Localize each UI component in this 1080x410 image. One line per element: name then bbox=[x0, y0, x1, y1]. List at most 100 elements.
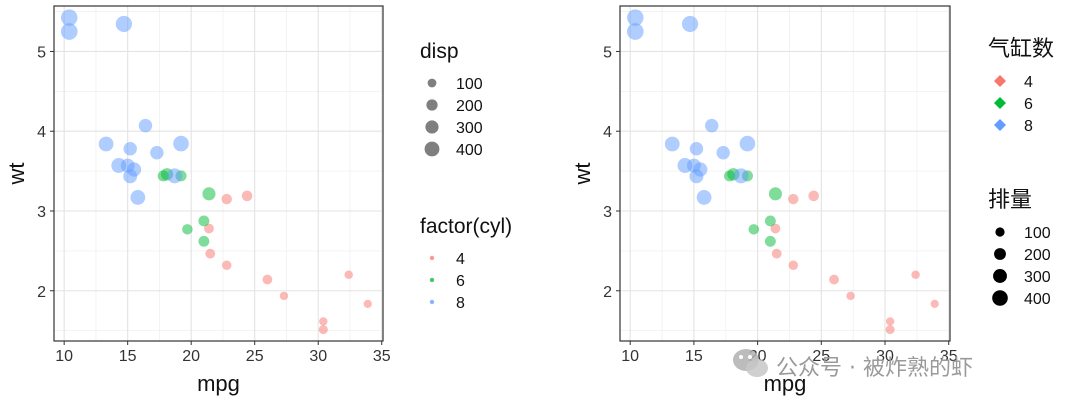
legend-color-title: factor(cyl) bbox=[420, 215, 512, 238]
x-tick-label: 30 bbox=[876, 348, 894, 365]
legend-color-key bbox=[429, 255, 435, 261]
legend-size-title: 排量 bbox=[988, 188, 1032, 213]
panel-border bbox=[619, 5, 951, 342]
wechat-icon bbox=[733, 349, 768, 377]
point-cyl-4 bbox=[241, 190, 253, 202]
point-cyl-6 bbox=[764, 235, 776, 247]
point-cyl-8 bbox=[733, 168, 749, 184]
legend-size: disp 100 200 300 400 bbox=[420, 40, 483, 159]
point-cyl-4 bbox=[808, 190, 819, 202]
legend-size-key bbox=[992, 290, 1008, 306]
gridlines bbox=[620, 6, 950, 341]
point-cyl-8 bbox=[123, 142, 137, 156]
point-cyl-8 bbox=[664, 136, 680, 152]
legend-size-key bbox=[425, 120, 439, 134]
point-cyl-6 bbox=[748, 224, 760, 235]
point-cyl-6 bbox=[724, 170, 736, 182]
point-cyl-6 bbox=[768, 187, 782, 201]
legend-color-label: 6 bbox=[456, 273, 465, 290]
legend-color-title: 气缸数 bbox=[988, 37, 1054, 62]
point-cyl-4 bbox=[221, 193, 232, 205]
legend-color-key bbox=[994, 97, 1006, 109]
y-tick-label: 3 bbox=[37, 204, 46, 221]
point-cyl-8 bbox=[626, 23, 644, 40]
legend-color: factor(cyl) 4 6 8 bbox=[420, 215, 512, 312]
point-cyl-8 bbox=[689, 169, 704, 184]
point-cyl-8 bbox=[716, 146, 730, 160]
legend-color-label: 8 bbox=[456, 295, 465, 312]
point-cyl-4 bbox=[885, 325, 895, 335]
legend-size-key bbox=[993, 269, 1007, 283]
point-cyl-4 bbox=[829, 274, 839, 285]
legend-size-label: 300 bbox=[456, 120, 483, 137]
legend-size-key bbox=[427, 78, 437, 88]
legend-size-key bbox=[995, 227, 1005, 237]
legend-size-label: 400 bbox=[1024, 291, 1051, 308]
legend-size-label: 200 bbox=[456, 98, 483, 115]
y-axis-title: wt bbox=[4, 163, 29, 186]
y-tick-label: 5 bbox=[37, 44, 46, 61]
y-tick-label: 5 bbox=[603, 44, 612, 61]
panel-border bbox=[53, 5, 384, 342]
legend-size-label: 400 bbox=[456, 142, 483, 159]
x-tick-label: 10 bbox=[55, 348, 73, 365]
point-cyl-6 bbox=[182, 224, 193, 235]
x-axis-title: mpg bbox=[764, 371, 807, 396]
point-cyl-8 bbox=[150, 146, 164, 160]
y-axis-title: wt bbox=[570, 163, 595, 186]
point-cyl-8 bbox=[681, 15, 699, 33]
x-tick-label: 20 bbox=[182, 348, 200, 365]
data-points bbox=[626, 9, 939, 335]
x-tick-label: 10 bbox=[621, 348, 639, 365]
x-tick-label: 35 bbox=[373, 348, 391, 365]
point-cyl-4 bbox=[930, 299, 939, 309]
gridlines bbox=[54, 6, 383, 341]
legend-size-label: 300 bbox=[1024, 269, 1051, 286]
point-cyl-4 bbox=[788, 260, 799, 270]
legend-size-label: 100 bbox=[1024, 225, 1051, 242]
x-tick-label: 25 bbox=[246, 348, 264, 365]
point-cyl-8 bbox=[120, 158, 135, 173]
point-cyl-8 bbox=[130, 190, 146, 205]
legend-size-key bbox=[424, 141, 440, 157]
point-cyl-6 bbox=[198, 215, 210, 227]
legend-color-key bbox=[429, 299, 435, 305]
x-tick-label: 15 bbox=[685, 348, 703, 365]
legend-color-label: 6 bbox=[1024, 96, 1033, 113]
y-tick-label: 3 bbox=[603, 204, 612, 221]
legend-size: 排量 100 200 300 400 bbox=[988, 188, 1051, 308]
point-cyl-8 bbox=[173, 135, 189, 152]
point-cyl-4 bbox=[279, 291, 289, 301]
legend-size-key bbox=[994, 248, 1006, 260]
point-cyl-8 bbox=[696, 190, 712, 205]
point-cyl-8 bbox=[60, 9, 78, 26]
y-tick-label: 4 bbox=[603, 124, 612, 141]
point-cyl-4 bbox=[204, 223, 214, 234]
legend-color-label: 8 bbox=[1024, 118, 1033, 135]
point-cyl-8 bbox=[705, 118, 719, 133]
y-tick-label: 4 bbox=[37, 124, 46, 141]
point-cyl-4 bbox=[318, 325, 328, 335]
legend-size-label: 200 bbox=[1024, 247, 1051, 264]
point-cyl-8 bbox=[167, 168, 183, 184]
legend-color-label: 4 bbox=[1024, 74, 1033, 91]
point-cyl-8 bbox=[115, 15, 132, 33]
point-cyl-4 bbox=[222, 260, 232, 270]
legend-color-key bbox=[429, 277, 435, 283]
legend-color-key bbox=[994, 119, 1006, 131]
point-cyl-4 bbox=[319, 317, 328, 326]
point-cyl-8 bbox=[739, 135, 756, 152]
legend-size-label: 100 bbox=[456, 76, 483, 93]
x-tick-label: 35 bbox=[940, 348, 958, 365]
point-cyl-4 bbox=[911, 270, 920, 280]
point-cyl-8 bbox=[627, 9, 644, 26]
x-tick-label: 15 bbox=[119, 348, 137, 365]
point-cyl-8 bbox=[689, 142, 704, 156]
legend-color: 气缸数 4 6 8 bbox=[988, 37, 1054, 135]
point-cyl-4 bbox=[846, 291, 855, 301]
chart-left: 10 15 20 25 30 35 2 3 4 5 mpg wt disp 100 200 300 400 fac… bbox=[4, 5, 512, 396]
point-cyl-4 bbox=[344, 270, 353, 280]
point-cyl-6 bbox=[764, 215, 776, 227]
point-cyl-8 bbox=[138, 118, 153, 133]
watermark: 公众号 · 被炸熟的虾 bbox=[733, 349, 973, 381]
